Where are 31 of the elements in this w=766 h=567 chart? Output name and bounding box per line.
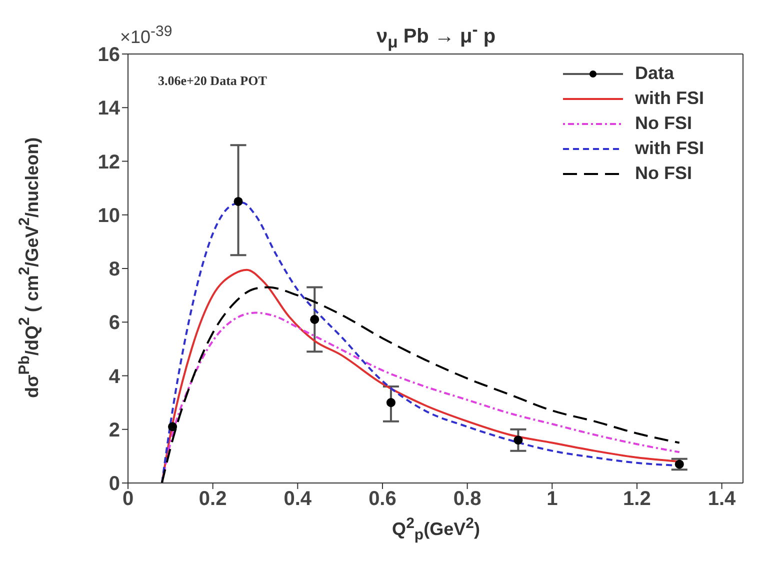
y-tick-label: 6 — [108, 312, 120, 334]
point — [674, 460, 684, 469]
point — [310, 314, 320, 324]
chart-title: ν$_{μ}$ Pb → μ$^{-}$ p — [376, 20, 496, 52]
y-tick-label: 0 — [108, 473, 120, 496]
annotation: 3.06e+20 Data POT — [158, 73, 267, 89]
point — [386, 398, 396, 408]
point — [234, 196, 243, 206]
legend-label: No FSI — [635, 163, 692, 184]
point — [514, 436, 523, 445]
point — [168, 422, 178, 432]
legend-label: with FSI — [635, 88, 704, 109]
x-tick-label: 0.4 — [284, 488, 312, 510]
y-tick-label: 2 — [108, 419, 120, 442]
x-tick-label: 1 — [546, 488, 558, 510]
legend-label: No FSI — [635, 113, 692, 134]
x-tick-label: 0.8 — [453, 488, 482, 510]
x-axis-title: Q$^{2}$$_{p}$(GeV$^{2}$) — [391, 515, 481, 544]
x-tick-label: 1.4 — [708, 488, 737, 510]
y-tick-label: 16 — [98, 44, 120, 66]
legend-label: Data — [635, 63, 674, 84]
x-tick-label: 0.6 — [368, 488, 396, 510]
y-tick-label: 12 — [98, 151, 120, 174]
x-tick-label: 1.2 — [623, 488, 651, 510]
y-tick-label: 10 — [98, 204, 120, 227]
y-tick-label: 8 — [108, 258, 120, 281]
x-tick-label: 0.2 — [198, 488, 227, 510]
text: ×10$^{-39}$ — [120, 23, 172, 48]
legend-label: with FSI — [635, 138, 704, 159]
y-tick-label: 4 — [108, 366, 121, 388]
y-tick-label: 14 — [98, 98, 121, 120]
